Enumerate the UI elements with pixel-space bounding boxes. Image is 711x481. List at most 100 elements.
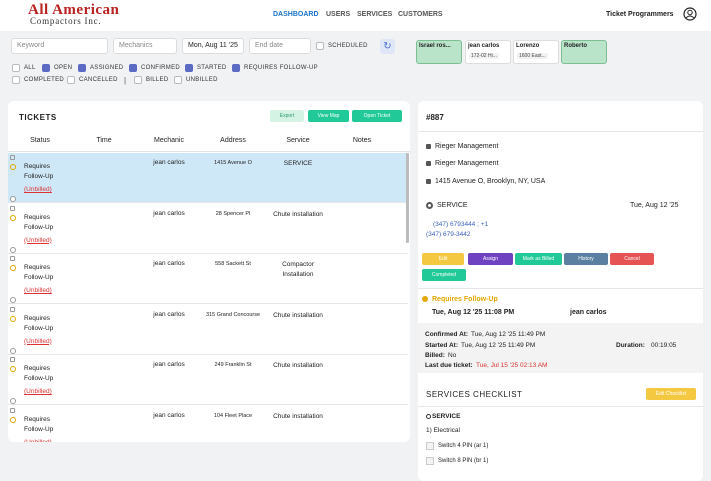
- toolbar-button[interactable]: Export: [270, 110, 304, 122]
- value: Mon, Aug 11 '25: [188, 42, 238, 49]
- ticket-row[interactable]: Requires Follow-Up (Unbilled) jean carlos 5…: [8, 254, 408, 304]
- status-label: CONFIRMED: [141, 65, 181, 71]
- column-header: Mechanic: [154, 137, 184, 144]
- refresh-button[interactable]: ↻: [380, 39, 395, 54]
- logo[interactable]: All American: [28, 2, 120, 18]
- column-header: Status: [30, 137, 50, 144]
- status-checkbox[interactable]: [174, 76, 182, 84]
- toolbar-button[interactable]: Open Ticket: [352, 110, 402, 122]
- ticket-row[interactable]: Requires Follow-Up (Unbilled) jean carlos 1…: [8, 406, 408, 443]
- billing[interactable]: (Unbilled): [24, 236, 52, 244]
- mechanic-card[interactable]: jean carlos 172-02 Hi...: [465, 40, 511, 64]
- status: Requires Follow-Up: [24, 264, 54, 281]
- billing[interactable]: (Unbilled): [24, 438, 52, 443]
- mechanic-name: Roberto: [564, 43, 587, 49]
- nav-link[interactable]: USERS: [326, 11, 351, 18]
- checkbox[interactable]: [426, 457, 434, 465]
- ticket-row[interactable]: Requires Follow-Up (Unbilled) jean carlos 2…: [8, 204, 408, 254]
- mechanic: jean carlos: [153, 411, 185, 419]
- billing[interactable]: (Unbilled): [24, 186, 52, 193]
- address: 249 Franklin St: [214, 362, 252, 368]
- mechanic: jean carlos: [153, 260, 185, 267]
- mechanic-card[interactable]: Israel ros...: [416, 40, 462, 64]
- checklist-section: SERVICE: [432, 413, 461, 420]
- phone[interactable]: (347) 6793444 ; +1: [433, 221, 489, 228]
- service-type: SERVICE: [437, 202, 468, 209]
- lock-icon: [10, 357, 15, 362]
- placeholder: End date: [255, 42, 284, 49]
- placeholder: Mechanics: [119, 42, 153, 49]
- status-checkbox[interactable]: [129, 64, 137, 72]
- status: Requires Follow-Up: [24, 213, 54, 231]
- status-checkbox[interactable]: [78, 64, 86, 72]
- status-dot: [10, 265, 16, 271]
- checkbox[interactable]: [426, 442, 434, 450]
- icon: [426, 161, 431, 166]
- service: Chute installation: [273, 311, 323, 319]
- keyword-input[interactable]: Keyword: [11, 38, 108, 54]
- action-button[interactable]: History: [564, 253, 608, 265]
- status-checkbox[interactable]: [67, 76, 75, 84]
- mechanic-card[interactable]: Lorenzo 1600 East...: [513, 40, 559, 64]
- nav-link[interactable]: SERVICES: [357, 11, 393, 18]
- header: All American Compactors Inc. Ticket Prog…: [0, 0, 711, 31]
- action-button[interactable]: Completed: [422, 269, 466, 281]
- status: Requires Follow-Up: [24, 314, 54, 332]
- billing[interactable]: (Unbilled): [24, 388, 52, 395]
- select-box: [10, 297, 16, 303]
- status-time: Tue, Aug 12 '25 11:08 PM: [432, 309, 515, 316]
- status-label: BILLED: [146, 77, 169, 83]
- mechanic-location: 1600 East...: [517, 53, 548, 59]
- user-icon[interactable]: [683, 7, 697, 21]
- mechanic: jean carlos: [153, 361, 185, 368]
- action-button[interactable]: Mark as Billed: [515, 253, 562, 265]
- scheduled-checkbox[interactable]: [316, 42, 324, 50]
- address: 28 Spencer Pl: [215, 210, 251, 217]
- info-value: No: [448, 352, 457, 359]
- customer: Rieger Management: [435, 143, 499, 150]
- user-name[interactable]: Ticket Programmers: [606, 11, 674, 18]
- lock-icon: [10, 306, 15, 312]
- mechanic: jean carlos: [153, 159, 185, 166]
- toolbar-button[interactable]: View Map: [308, 110, 349, 122]
- ticket-row[interactable]: Requires Follow-Up (Unbilled) jean carlos 3…: [8, 305, 408, 355]
- rule: [418, 288, 703, 289]
- billing[interactable]: (Unbilled): [24, 337, 52, 345]
- date: Tue, Aug 12 '25: [630, 202, 679, 209]
- status-checkbox[interactable]: [12, 64, 20, 72]
- info-label: Billed:: [425, 352, 445, 359]
- status-checkbox[interactable]: [185, 64, 193, 72]
- status-checkbox[interactable]: [134, 76, 142, 84]
- action-button[interactable]: Assign: [468, 253, 513, 265]
- status-checkbox[interactable]: [12, 76, 20, 84]
- mechanic-card[interactable]: Roberto: [561, 40, 607, 64]
- header-rule: [8, 151, 410, 152]
- gear-icon: [426, 202, 433, 209]
- nav-link[interactable]: DASHBOARD: [273, 11, 319, 18]
- info-label: Started At:: [425, 342, 458, 349]
- column-header: Notes: [352, 137, 372, 144]
- status: Requires Follow-Up: [24, 365, 54, 382]
- ticket-row[interactable]: Requires Follow-Up (Unbilled) jean carlos 2…: [8, 355, 408, 405]
- nav-link[interactable]: CUSTOMERS: [398, 11, 443, 18]
- select-box: [10, 196, 16, 202]
- mechanic-name: Lorenzo: [516, 43, 540, 49]
- action-button[interactable]: Cancel: [610, 253, 654, 265]
- status-checkbox[interactable]: [42, 64, 50, 72]
- rule: [418, 131, 703, 132]
- status-checkbox[interactable]: [232, 64, 240, 72]
- action-button[interactable]: Edit: [422, 253, 464, 265]
- phone2[interactable]: (347) 679-3442: [426, 231, 471, 238]
- date-from[interactable]: Mon, Aug 11 '25: [182, 38, 244, 54]
- ticket-row[interactable]: Requires Follow-Up (Unbilled) jean carlos 1…: [8, 153, 408, 203]
- address: 315 Grand Concourse: [205, 311, 261, 318]
- status-dot: [10, 366, 16, 372]
- status-label: CANCELLED: [79, 77, 118, 83]
- billing[interactable]: (Unbilled): [24, 287, 52, 294]
- scrollbar: [406, 153, 409, 243]
- mechanics-select[interactable]: Mechanics: [113, 38, 177, 54]
- date-to[interactable]: End date: [249, 38, 311, 54]
- edit-checklist[interactable]: Edit Checklist: [646, 388, 696, 400]
- status-label: ALL: [24, 65, 36, 71]
